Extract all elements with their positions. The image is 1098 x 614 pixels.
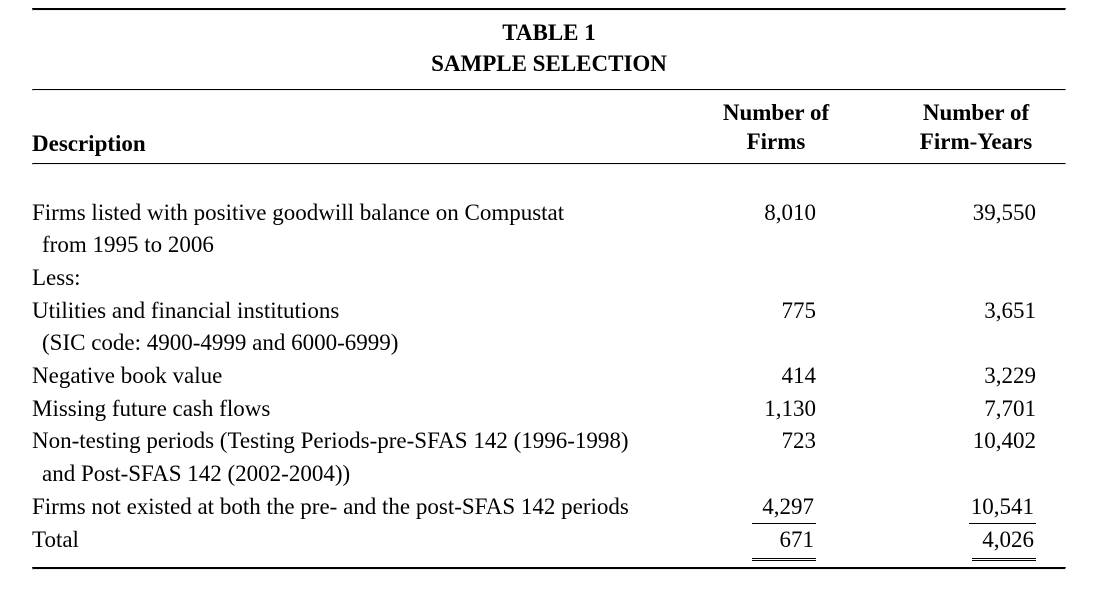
row-firms: 723 [686,425,866,458]
row-desc: Firms not existed at both the pre- and t… [32,491,686,524]
header-description: Description [32,131,686,157]
table-page: TABLE 1 SAMPLE SELECTION Description Num… [0,0,1098,614]
table-row: Negative book value 414 3,229 [32,360,1066,393]
header-firms: Number of Firms [686,99,866,157]
row-firms: 4,297 [686,491,866,525]
row-firms: 775 [686,295,866,328]
row-desc: Non-testing periods (Testing Periods-pre… [32,425,686,458]
less-label: Less: [32,262,686,295]
row-firms: 414 [686,360,866,393]
table-row: Non-testing periods (Testing Periods-pre… [32,425,1066,458]
row-years: 3,651 [886,295,1066,328]
table-row: Firms listed with positive goodwill bala… [32,197,1066,230]
table-row: and Post-SFAS 142 (2002-2004)) [32,458,1066,491]
header-years-l2: Firm-Years [920,129,1032,154]
table-row: Firms not existed at both the pre- and t… [32,491,1066,525]
underline-double: 4,026 [972,524,1036,561]
table-row: (SIC code: 4900-4999 and 6000-6999) [32,327,1066,360]
total-label: Total [32,524,686,557]
table-body: Firms listed with positive goodwill bala… [32,165,1066,561]
row-desc-cont: from 1995 to 2006 [32,229,686,262]
title-block: TABLE 1 SAMPLE SELECTION [32,11,1066,89]
table-row: Less: [32,262,1066,295]
header-firms-l1: Number of [723,100,829,125]
underline-double: 671 [752,524,816,561]
row-desc-cont: (SIC code: 4900-4999 and 6000-6999) [32,327,686,360]
row-years: 39,550 [886,197,1066,230]
table-row: from 1995 to 2006 [32,229,1066,262]
underline-single: 10,541 [969,491,1036,525]
row-desc-cont: and Post-SFAS 142 (2002-2004)) [32,458,686,491]
table-row: Missing future cash flows 1,130 7,701 [32,393,1066,426]
row-years: 10,541 [886,491,1066,525]
table-number: TABLE 1 [32,17,1066,48]
row-desc: Firms listed with positive goodwill bala… [32,197,686,230]
header-firm-years: Number of Firm-Years [886,99,1066,157]
row-desc: Missing future cash flows [32,393,686,426]
row-years: 10,402 [886,425,1066,458]
header-years-l1: Number of [923,100,1029,125]
underline-single: 4,297 [752,491,816,525]
column-header-row: Description Number of Firms Number of Fi… [32,91,1066,163]
row-years: 3,229 [886,360,1066,393]
row-desc: Negative book value [32,360,686,393]
total-row: Total 671 4,026 [32,524,1066,561]
total-firms: 671 [686,524,866,561]
row-firms: 1,130 [686,393,866,426]
total-years: 4,026 [886,524,1066,561]
row-years: 7,701 [886,393,1066,426]
bottom-rule [32,567,1066,570]
row-firms: 8,010 [686,197,866,230]
table-title: SAMPLE SELECTION [32,48,1066,79]
table-row: Utilities and financial institutions 775… [32,295,1066,328]
header-firms-l2: Firms [747,129,806,154]
row-desc: Utilities and financial institutions [32,295,686,328]
